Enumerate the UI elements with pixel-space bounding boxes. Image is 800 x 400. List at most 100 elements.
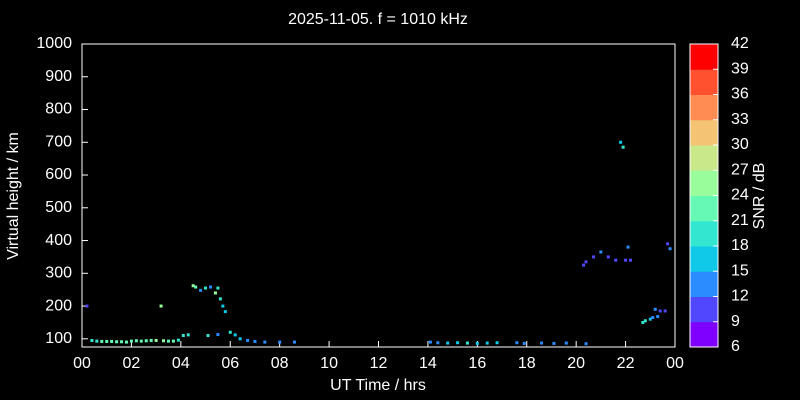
x-tick-label: 12 [370,355,388,372]
colorbar-tick-label: 6 [731,338,740,355]
data-point [216,286,220,290]
x-tick-label: 06 [221,355,239,372]
data-point [110,339,114,343]
data-point [515,341,519,345]
data-point [171,339,175,343]
data-point [213,291,217,295]
data-point [465,341,469,345]
data-point [85,304,89,308]
data-point [621,145,625,149]
x-tick-label: 18 [518,355,536,372]
data-point [100,339,104,343]
data-point [238,337,242,341]
data-point [223,310,227,314]
colorbar-tick-label: 12 [731,288,749,305]
colorbar-tick-label: 27 [731,161,749,178]
data-point [134,339,138,343]
data-point [154,338,158,342]
data-point [216,333,220,337]
x-tick-label: 20 [567,355,585,372]
data-point [263,340,267,344]
data-point [446,341,450,345]
data-point [105,339,109,343]
colorbar-band [690,119,718,146]
colorbar-band [690,94,718,121]
x-tick-label: 10 [320,355,338,372]
x-tick-label: 00 [73,355,91,372]
x-tick-label: 02 [123,355,141,372]
data-point [124,340,128,344]
data-point [656,315,660,319]
colorbar-band [690,145,718,171]
data-point [629,258,633,262]
data-point [159,304,163,308]
data-point [228,330,232,334]
data-point [436,341,440,345]
data-point [129,339,133,343]
y-tick-label: 700 [45,133,72,150]
data-point [495,341,499,345]
y-tick-label: 800 [45,101,72,118]
data-point [186,333,190,337]
data-point [206,334,210,338]
data-point [194,285,198,289]
data-point [540,341,544,345]
colorbar-tick-label: 42 [731,35,749,52]
colorbar-tick-label: 15 [731,262,749,279]
colorbar-band [690,271,718,297]
colorbar-band [690,296,718,323]
data-point [95,339,99,343]
data-point [115,340,119,344]
data-point [233,333,237,337]
data-point [591,255,595,259]
x-tick-label: 22 [617,355,635,372]
colorbar-tick-label: 30 [731,136,749,153]
data-point [552,341,556,345]
y-tick-label: 600 [45,166,72,183]
data-point [176,338,180,342]
colorbar-tick-label: 39 [731,60,749,77]
data-point [584,260,588,264]
y-tick-label: 400 [45,232,72,249]
data-point [191,284,195,288]
data-point [626,245,630,249]
data-point [456,341,460,345]
colorbar-label: SNR / dB [751,163,768,230]
data-point [218,297,222,301]
colorbar-band [690,170,718,196]
data-point [624,258,628,262]
colorbar-tick-label: 36 [731,86,749,103]
data-point [648,317,652,321]
data-point [619,140,623,144]
data-point [651,316,655,320]
data-point [599,250,603,254]
x-tick-label: 04 [172,355,190,372]
y-tick-label: 500 [45,199,72,216]
data-point [253,339,257,343]
colorbar-tick-label: 9 [731,313,740,330]
data-point [144,339,148,343]
colorbar-band [690,44,718,70]
data-point [658,309,662,313]
data-point [181,334,185,338]
y-axis-label: Virtual height / km [5,132,22,260]
x-tick-label: 14 [419,355,437,372]
x-tick-label: 16 [468,355,486,372]
data-point [653,307,657,311]
colorbar-tick-label: 18 [731,237,749,254]
data-point [162,339,166,343]
data-point [485,341,489,345]
data-point [208,285,212,289]
colorbar-band [690,69,718,95]
y-tick-label: 300 [45,265,72,282]
data-point [428,340,432,344]
x-tick-label: 08 [271,355,289,372]
data-point [606,255,610,259]
data-point [139,339,143,343]
y-tick-label: 100 [45,330,72,347]
chart-title: 2025-11-05. f = 1010 kHz [288,11,468,28]
data-point [475,341,479,345]
y-tick-label: 200 [45,297,72,314]
